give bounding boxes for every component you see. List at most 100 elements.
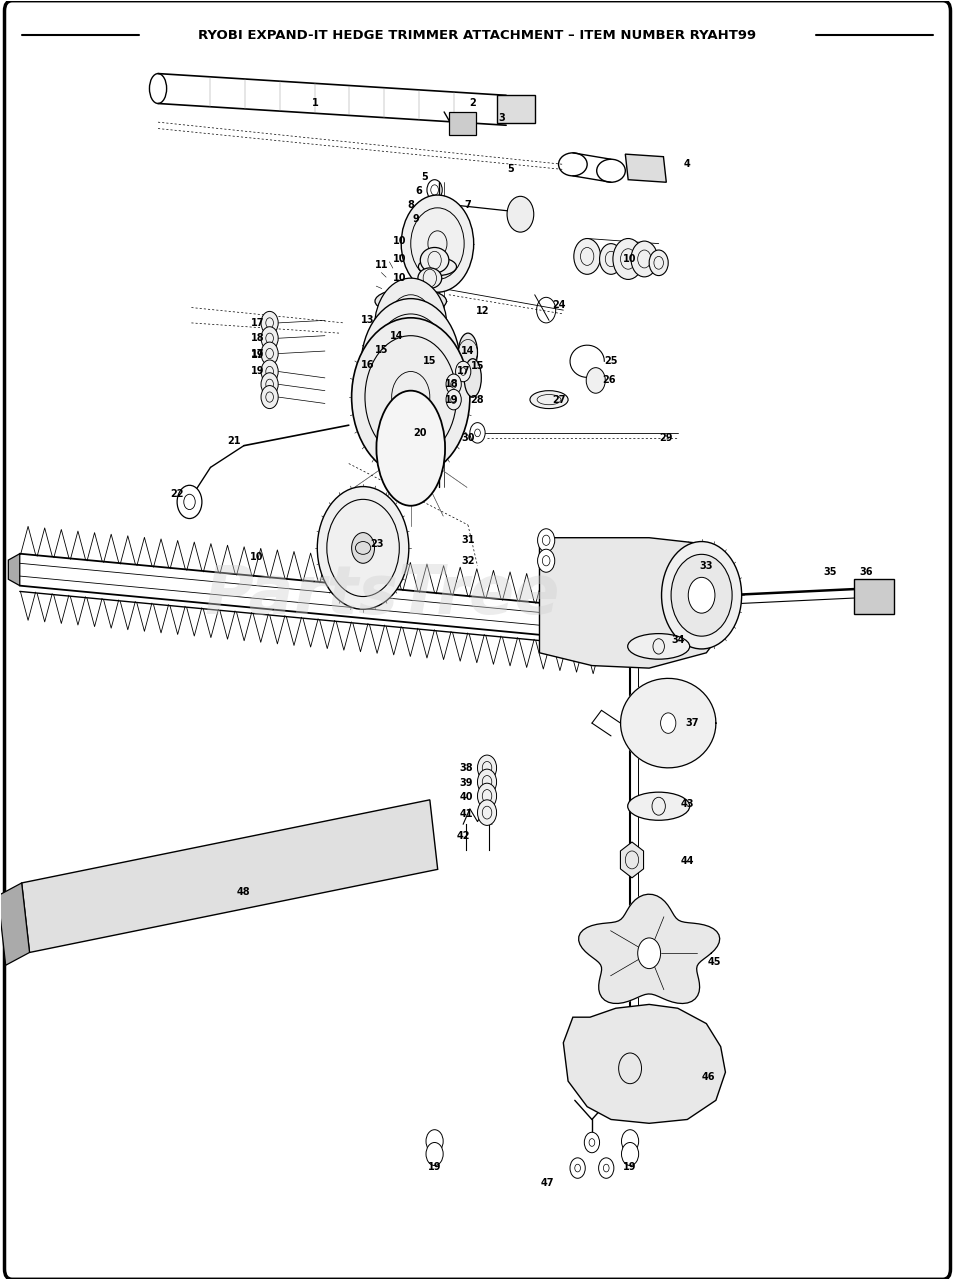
- Ellipse shape: [464, 358, 481, 397]
- Text: 30: 30: [461, 433, 475, 443]
- Circle shape: [261, 360, 278, 383]
- Text: 5: 5: [422, 172, 429, 182]
- Ellipse shape: [627, 792, 690, 820]
- Text: 8: 8: [408, 200, 414, 210]
- Circle shape: [570, 1158, 585, 1179]
- Text: 18: 18: [445, 379, 458, 389]
- Circle shape: [622, 1130, 639, 1153]
- Circle shape: [478, 800, 497, 826]
- Circle shape: [538, 549, 555, 572]
- Circle shape: [177, 485, 202, 518]
- Text: 14: 14: [390, 330, 403, 340]
- FancyBboxPatch shape: [5, 1, 950, 1279]
- Text: 33: 33: [700, 561, 713, 571]
- Polygon shape: [626, 154, 667, 182]
- Circle shape: [401, 195, 474, 292]
- Text: 43: 43: [681, 799, 694, 809]
- Polygon shape: [22, 800, 437, 952]
- Ellipse shape: [428, 196, 451, 214]
- Text: 19: 19: [624, 1162, 637, 1171]
- Ellipse shape: [420, 247, 449, 273]
- Text: 10: 10: [393, 236, 406, 246]
- Text: 32: 32: [461, 556, 475, 566]
- Polygon shape: [540, 538, 726, 668]
- Text: 7: 7: [464, 200, 472, 210]
- Circle shape: [599, 1158, 614, 1179]
- Circle shape: [478, 769, 497, 795]
- Text: 31: 31: [461, 535, 475, 545]
- Text: 22: 22: [170, 489, 184, 499]
- Text: 18: 18: [251, 333, 265, 343]
- Text: 14: 14: [461, 346, 475, 356]
- Text: 44: 44: [681, 856, 694, 867]
- Circle shape: [584, 1133, 600, 1153]
- Text: 15: 15: [471, 361, 484, 371]
- Text: 24: 24: [552, 300, 565, 310]
- Circle shape: [446, 389, 461, 410]
- Text: 17: 17: [251, 348, 265, 358]
- Text: 12: 12: [476, 306, 489, 316]
- Circle shape: [261, 326, 278, 349]
- Circle shape: [351, 532, 374, 563]
- Circle shape: [361, 298, 460, 431]
- Polygon shape: [621, 678, 716, 768]
- Text: 3: 3: [498, 114, 504, 123]
- Text: 25: 25: [605, 356, 618, 366]
- Text: 45: 45: [708, 957, 721, 968]
- Polygon shape: [0, 883, 30, 965]
- Circle shape: [446, 374, 461, 394]
- Ellipse shape: [430, 211, 449, 228]
- Circle shape: [261, 372, 278, 396]
- Text: 20: 20: [414, 428, 427, 438]
- Text: 42: 42: [456, 831, 470, 841]
- Circle shape: [507, 196, 534, 232]
- Text: 17: 17: [251, 317, 265, 328]
- Text: 15: 15: [423, 356, 436, 366]
- Polygon shape: [579, 895, 720, 1004]
- Text: 19: 19: [445, 394, 458, 404]
- Circle shape: [574, 238, 601, 274]
- Ellipse shape: [458, 333, 478, 371]
- Circle shape: [426, 1130, 443, 1153]
- Polygon shape: [621, 842, 644, 878]
- Text: 36: 36: [860, 567, 873, 577]
- Text: 48: 48: [237, 887, 250, 897]
- Bar: [449, 111, 476, 134]
- Ellipse shape: [418, 268, 442, 288]
- Text: 23: 23: [371, 539, 384, 549]
- Circle shape: [470, 422, 485, 443]
- Text: 4: 4: [684, 159, 690, 169]
- Text: 41: 41: [459, 809, 473, 819]
- Circle shape: [261, 342, 278, 365]
- Ellipse shape: [376, 390, 445, 506]
- Ellipse shape: [375, 288, 447, 314]
- Text: 38: 38: [459, 763, 473, 773]
- Text: 9: 9: [413, 214, 419, 224]
- Text: 26: 26: [603, 375, 616, 385]
- Circle shape: [613, 238, 644, 279]
- Ellipse shape: [530, 390, 568, 408]
- Circle shape: [662, 541, 742, 649]
- Circle shape: [661, 713, 676, 733]
- Bar: [497, 95, 535, 123]
- Text: 40: 40: [459, 792, 473, 803]
- Text: 29: 29: [660, 433, 673, 443]
- Ellipse shape: [627, 634, 690, 659]
- Text: 10: 10: [393, 253, 406, 264]
- Text: 2: 2: [469, 99, 477, 108]
- Text: 5: 5: [507, 164, 514, 174]
- Circle shape: [374, 278, 447, 375]
- Circle shape: [586, 367, 605, 393]
- Circle shape: [649, 250, 668, 275]
- Text: 6: 6: [415, 186, 422, 196]
- Text: 27: 27: [552, 394, 565, 404]
- Text: 28: 28: [471, 394, 484, 404]
- Circle shape: [478, 755, 497, 781]
- Text: 16: 16: [361, 360, 374, 370]
- Text: 19: 19: [251, 349, 265, 360]
- Circle shape: [538, 529, 555, 552]
- Circle shape: [671, 554, 732, 636]
- Text: 1: 1: [312, 99, 319, 108]
- Text: 15: 15: [375, 344, 389, 355]
- Circle shape: [351, 317, 470, 476]
